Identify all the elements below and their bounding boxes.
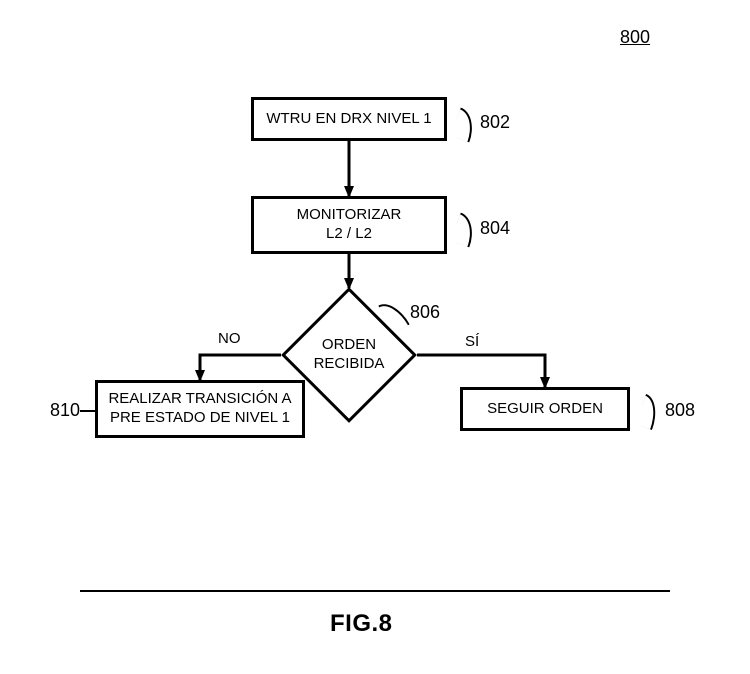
flowchart-canvas: 800 WTRU EN DRX NIVEL 1 802 MONITORIZAR … <box>0 0 750 674</box>
edge-label-no: NO <box>218 330 241 347</box>
figure-title: FIG.8 <box>330 610 393 638</box>
node-808: SEGUIR ORDEN <box>460 387 630 431</box>
node-806-label: ORDEN RECIBIDA <box>289 331 409 379</box>
ref-804: 804 <box>480 218 510 239</box>
figure-divider <box>80 590 670 592</box>
node-802: WTRU EN DRX NIVEL 1 <box>251 97 447 141</box>
node-804-label: MONITORIZAR L2 / L2 <box>297 206 402 244</box>
leader-808 <box>635 394 663 430</box>
node-808-label: SEGUIR ORDEN <box>487 400 603 419</box>
node-804: MONITORIZAR L2 / L2 <box>251 196 447 254</box>
ref-810: 810 <box>50 400 80 421</box>
leader-810 <box>80 405 100 417</box>
node-802-label: WTRU EN DRX NIVEL 1 <box>266 110 431 129</box>
ref-806: 806 <box>410 302 440 323</box>
figure-id-label: 800 <box>620 27 650 48</box>
node-810: REALIZAR TRANSICIÓN A PRE ESTADO DE NIVE… <box>95 380 305 438</box>
node-810-label: REALIZAR TRANSICIÓN A PRE ESTADO DE NIVE… <box>108 390 291 428</box>
ref-802: 802 <box>480 112 510 133</box>
ref-808: 808 <box>665 400 695 421</box>
leader-802 <box>450 107 479 142</box>
leader-804 <box>450 212 479 247</box>
edge-label-si: SÍ <box>465 333 479 350</box>
